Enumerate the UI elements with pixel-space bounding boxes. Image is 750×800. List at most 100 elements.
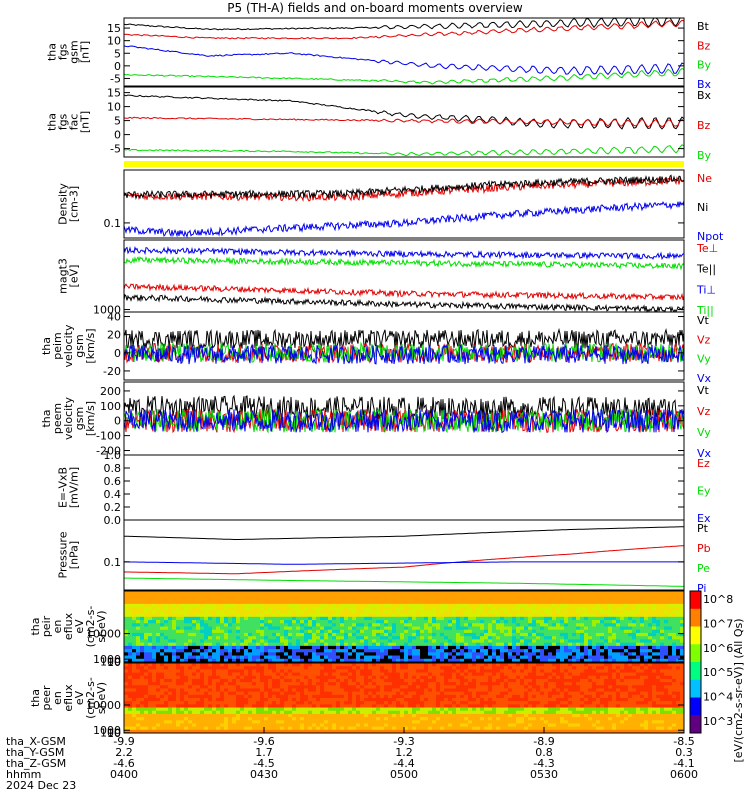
heatmap-cell (200, 685, 205, 689)
heatmap-cell (272, 629, 277, 634)
heatmap-cell (560, 620, 565, 624)
heatmap-cell (408, 691, 413, 696)
heatmap-cell (280, 607, 285, 611)
heatmap-cell (232, 729, 237, 734)
heatmap-cell (188, 669, 193, 673)
heatmap-cell (444, 594, 449, 598)
heatmap-cell (180, 666, 185, 670)
heatmap-cell (652, 626, 657, 631)
heatmap-cell (420, 704, 425, 708)
heatmap-cell (344, 682, 349, 686)
heatmap-cell (460, 597, 465, 602)
heatmap-cell (300, 678, 305, 683)
heatmap-cell (124, 710, 129, 715)
heatmap-cell (336, 645, 341, 650)
heatmap-cell (344, 639, 349, 644)
heatmap-cell (236, 666, 241, 670)
heatmap-cell (312, 655, 317, 660)
heatmap-cell (392, 642, 397, 647)
heatmap-cell (444, 636, 449, 640)
y-axis-label: gsm (73, 334, 86, 357)
series-line-fgs-fac-1 (123, 116, 685, 128)
heatmap-cell (608, 626, 613, 631)
heatmap-cell (244, 672, 249, 677)
heatmap-cell (644, 594, 649, 598)
heatmap-cell (532, 649, 537, 653)
heatmap-cell (292, 597, 297, 602)
series-line-peem-0 (123, 394, 685, 422)
heatmap-cell (432, 704, 437, 708)
heatmap-cell (276, 669, 281, 673)
heatmap-cell (316, 655, 321, 660)
heatmap-cell (332, 597, 337, 602)
heatmap-cell (392, 603, 397, 608)
heatmap-cell (176, 613, 181, 618)
heatmap-cell (156, 720, 161, 724)
heatmap-cell (288, 704, 293, 708)
heatmap-cell (316, 591, 321, 595)
heatmap-cell (400, 672, 405, 677)
heatmap-cell (136, 629, 141, 634)
heatmap-cell (604, 639, 609, 644)
heatmap-cell (608, 639, 613, 644)
heatmap-cell (676, 652, 681, 656)
heatmap-cell (404, 691, 409, 696)
heatmap-cell (180, 704, 185, 708)
heatmap-cell (224, 610, 229, 614)
heatmap-cell (412, 620, 417, 624)
heatmap-cell (668, 655, 673, 660)
heatmap-cell (288, 717, 293, 721)
heatmap-cell (292, 707, 297, 712)
heatmap-cell (336, 607, 341, 611)
y-axis-label: peim (51, 332, 64, 360)
heatmap-cell (424, 620, 429, 624)
heatmap-cell (496, 626, 501, 631)
heatmap-cell (500, 623, 505, 627)
y-tick-label: 100 (100, 400, 121, 413)
heatmap-cell (572, 645, 577, 650)
heatmap-cell (540, 632, 545, 637)
heatmap-cell (672, 626, 677, 631)
heatmap-cell (236, 655, 241, 660)
heatmap-cell (596, 658, 601, 663)
heatmap-cell (624, 632, 629, 637)
heatmap-cell (568, 600, 573, 605)
heatmap-cell (212, 685, 217, 689)
heatmap-cell (320, 642, 325, 647)
heatmap-cell (572, 649, 577, 653)
heatmap-cell (320, 629, 325, 634)
heatmap-cell (308, 704, 313, 708)
heatmap-cell (408, 591, 413, 595)
heatmap-cell (316, 610, 321, 614)
heatmap-cell (212, 607, 217, 611)
heatmap-cell (392, 717, 397, 721)
heatmap-cell (364, 603, 369, 608)
heatmap-cell (356, 632, 361, 637)
heatmap-cell (600, 639, 605, 644)
heatmap-cell (412, 701, 417, 705)
heatmap-cell (240, 710, 245, 715)
heatmap-cell (528, 607, 533, 611)
heatmap-cell (352, 610, 357, 614)
heatmap-cell (604, 597, 609, 602)
heatmap-cell (188, 678, 193, 683)
heatmap-cell (216, 600, 221, 605)
heatmap-cell (512, 603, 517, 608)
heatmap-cell (320, 655, 325, 660)
heatmap-cell (352, 678, 357, 683)
heatmap-cell (240, 616, 245, 621)
heatmap-cell (408, 701, 413, 705)
heatmap-cell (156, 626, 161, 631)
heatmap-cell (172, 663, 177, 667)
heatmap-cell (376, 694, 381, 699)
heatmap-cell (408, 629, 413, 634)
heatmap-cell (300, 666, 305, 670)
heatmap-cell (428, 623, 433, 627)
heatmap-cell (256, 603, 261, 608)
heatmap-cell (260, 607, 265, 611)
heatmap-cell (212, 720, 217, 724)
heatmap-cell (240, 729, 245, 734)
heatmap-cell (312, 591, 317, 595)
heatmap-cell (192, 594, 197, 598)
heatmap-cell (172, 694, 177, 699)
